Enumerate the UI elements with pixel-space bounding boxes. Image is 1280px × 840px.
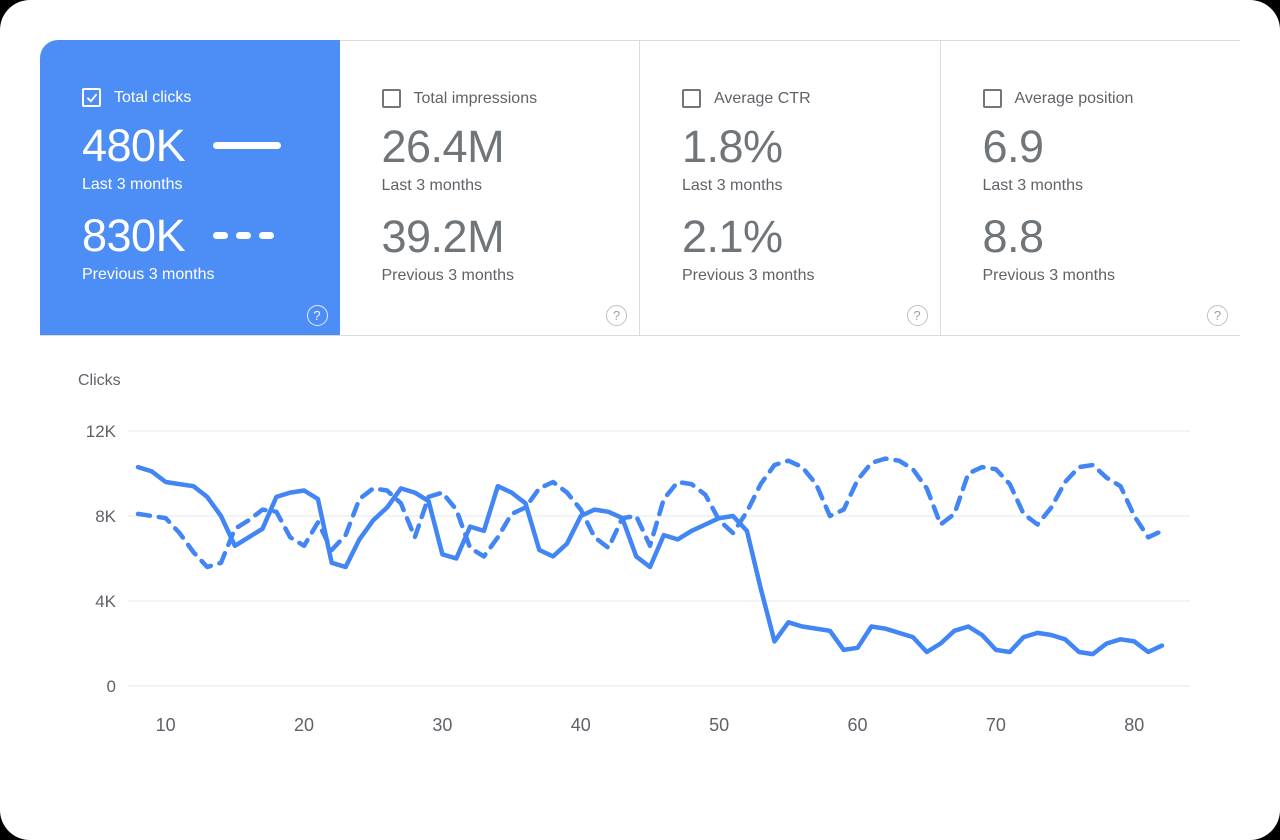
metric-card-total-clicks[interactable]: Total clicks 480K Last 3 months 830K Pre… <box>40 40 340 335</box>
secondary-period-label: Previous 3 months <box>82 266 215 283</box>
help-icon[interactable]: ? <box>606 305 627 326</box>
total-clicks-checkbox[interactable] <box>82 88 101 107</box>
svg-text:12K: 12K <box>86 422 117 441</box>
svg-text:10: 10 <box>156 715 176 735</box>
primary-value: 1.8% <box>682 120 783 172</box>
solid-line-legend-icon <box>213 141 282 149</box>
chart-series <box>135 456 1165 657</box>
y-tick-labels: 12K 8K 4K 0 <box>86 422 117 696</box>
card-header: Average position <box>982 89 1241 108</box>
primary-value: 6.9 <box>982 120 1045 172</box>
help-icon[interactable]: ? <box>1207 305 1228 326</box>
secondary-period-label: Previous 3 months <box>381 267 515 284</box>
svg-text:30: 30 <box>432 715 452 735</box>
primary-period-label: Last 3 months <box>381 177 483 194</box>
average-position-checkbox[interactable] <box>982 89 1002 108</box>
card-label: Total impressions <box>413 89 538 107</box>
svg-text:80: 80 <box>1124 715 1144 735</box>
svg-text:20: 20 <box>294 715 314 735</box>
secondary-period-label: Previous 3 months <box>982 267 1116 284</box>
x-tick-labels: 10 20 30 40 50 60 70 80 <box>156 715 1145 735</box>
card-label: Total clicks <box>114 88 192 106</box>
metric-cards-row: Total clicks 480K Last 3 months 830K Pre… <box>40 40 1240 336</box>
card-header: Total impressions <box>381 89 640 108</box>
secondary-value: 8.8 <box>982 210 1045 262</box>
card-header: Total clicks <box>82 88 340 107</box>
dashed-line-legend-icon <box>213 231 275 239</box>
svg-text:0: 0 <box>107 677 116 696</box>
svg-text:60: 60 <box>848 715 868 735</box>
secondary-value: 39.2M <box>381 210 505 262</box>
metric-card-average-position[interactable]: Average position 6.9 Last 3 months 8.8 P… <box>939 40 1241 335</box>
card-label: Average CTR <box>714 89 811 107</box>
chart-axis-title: Clicks <box>78 372 121 389</box>
previous-period-line <box>135 456 1165 570</box>
card-label: Average position <box>1014 89 1134 107</box>
gridlines <box>128 430 1190 687</box>
secondary-value: 2.1% <box>682 210 783 262</box>
clicks-chart-section: Clicks 12K 8K 4K 0 10 20 30 40 50 60 70 80 <box>0 372 1280 741</box>
primary-period-label: Last 3 months <box>982 177 1084 194</box>
primary-period-label: Last 3 months <box>682 177 783 194</box>
svg-text:70: 70 <box>986 715 1006 735</box>
primary-period-label: Last 3 months <box>82 176 183 193</box>
svg-text:8K: 8K <box>95 507 116 526</box>
help-icon[interactable]: ? <box>306 305 328 326</box>
secondary-period-label: Previous 3 months <box>682 267 815 284</box>
metric-card-total-impressions[interactable]: Total impressions 26.4M Last 3 months 39… <box>339 40 640 335</box>
svg-text:50: 50 <box>709 715 729 735</box>
secondary-value: 830K <box>82 209 186 261</box>
total-impressions-checkbox[interactable] <box>381 89 401 108</box>
help-icon[interactable]: ? <box>906 305 928 326</box>
clicks-chart-svg[interactable]: 12K 8K 4K 0 10 20 30 40 50 60 70 80 <box>40 396 1240 741</box>
svg-text:40: 40 <box>571 715 591 735</box>
current-period-line <box>135 464 1165 657</box>
primary-value: 26.4M <box>381 120 505 172</box>
svg-text:4K: 4K <box>95 592 116 611</box>
average-ctr-checkbox[interactable] <box>682 89 701 108</box>
metric-card-average-ctr[interactable]: Average CTR 1.8% Last 3 months 2.1% Prev… <box>639 40 940 335</box>
card-header: Average CTR <box>682 89 940 108</box>
primary-value: 480K <box>82 119 186 171</box>
checkbox-checked-icon <box>86 93 97 103</box>
